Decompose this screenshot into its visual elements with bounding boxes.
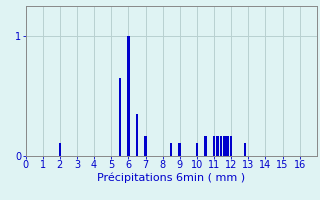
Bar — [144, 136, 147, 156]
X-axis label: Précipitations 6min ( mm ): Précipitations 6min ( mm ) — [97, 173, 245, 183]
Bar — [179, 143, 181, 156]
Bar — [59, 143, 61, 156]
Bar — [223, 136, 226, 156]
Bar — [118, 78, 121, 156]
Bar — [230, 136, 232, 156]
Bar — [204, 136, 207, 156]
Bar — [136, 114, 138, 156]
Bar — [216, 136, 219, 156]
Bar — [220, 136, 222, 156]
Bar — [127, 36, 130, 156]
Bar — [227, 136, 229, 156]
Bar — [196, 143, 198, 156]
Bar — [213, 136, 215, 156]
Bar — [170, 143, 172, 156]
Bar — [244, 143, 246, 156]
